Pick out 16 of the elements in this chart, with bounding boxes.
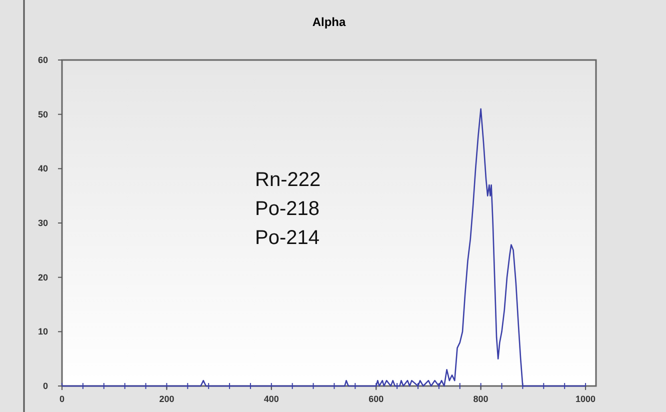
x-tick-label: 1000 — [576, 394, 596, 404]
x-tick-label: 800 — [473, 394, 488, 404]
x-tick-label: 400 — [264, 394, 279, 404]
y-tick-label: 30 — [38, 218, 48, 228]
chart-title: Alpha — [312, 15, 346, 29]
y-tick-label: 20 — [38, 272, 48, 282]
line-series — [61, 108, 586, 387]
x-tick-label: 600 — [368, 394, 384, 404]
x-tick-label: 0 — [59, 394, 65, 404]
annotation: Rn-222 Po-218 Po-214 — [255, 169, 321, 249]
y-tick-label: 50 — [38, 109, 48, 120]
x-tick-label: 200 — [159, 394, 174, 404]
y-tick-label: 40 — [38, 164, 48, 174]
y-tick-label: 60 — [38, 55, 48, 65]
y-tick-label: 10 — [38, 326, 48, 337]
y-tick-label: 0 — [42, 381, 48, 391]
